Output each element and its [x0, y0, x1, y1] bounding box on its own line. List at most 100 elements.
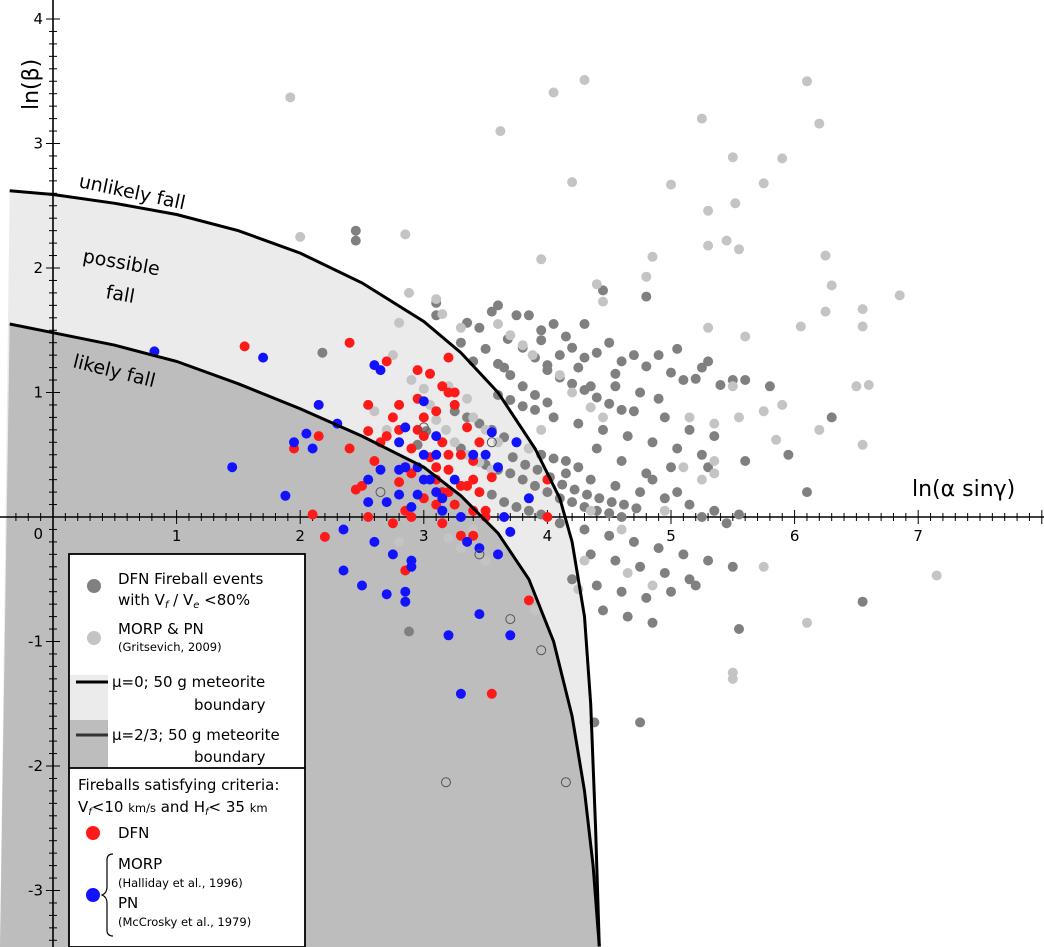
data-point [462, 536, 473, 547]
data-point [523, 310, 534, 321]
data-point [548, 87, 559, 98]
data-point [418, 412, 429, 423]
data-point [560, 468, 571, 479]
data-point [517, 401, 528, 412]
data-point [616, 524, 627, 535]
data-point [406, 468, 417, 479]
data-point [511, 310, 522, 321]
data-point [678, 549, 689, 560]
data-point [313, 431, 324, 442]
data-point [548, 319, 559, 329]
data-point [579, 555, 590, 566]
data-point [557, 479, 568, 490]
data-point [493, 319, 503, 329]
data-point [777, 153, 788, 164]
data-point [394, 317, 405, 328]
legend-pn-ref: (McCrosky et al., 1979) [118, 915, 251, 929]
data-point [431, 294, 442, 305]
data-point [894, 290, 905, 301]
data-point [486, 472, 497, 483]
data-point [530, 480, 540, 491]
x-tick-label: 6 [790, 527, 800, 545]
data-point [598, 412, 608, 423]
data-point [594, 493, 605, 504]
data-point [783, 449, 794, 460]
data-point [666, 586, 676, 597]
data-point [523, 443, 534, 454]
data-point [591, 347, 602, 358]
data-point [709, 468, 720, 479]
x-tick-label: 2 [295, 527, 305, 545]
origin-label: 0 [33, 525, 43, 543]
data-point [350, 484, 361, 495]
data-point [857, 439, 868, 450]
data-point-unfilled [505, 614, 516, 625]
data-point [375, 464, 386, 475]
data-point [536, 254, 547, 265]
data-point [619, 499, 629, 510]
legend-mu23-line1: μ=2/3; 50 g meteorite [112, 726, 280, 744]
data-point [394, 489, 405, 500]
data-point [536, 424, 547, 435]
legend-mu0-line2: boundary [194, 696, 266, 714]
data-point [406, 512, 417, 522]
data-point [684, 574, 695, 585]
data-point-unfilled [486, 437, 497, 448]
data-point [258, 352, 269, 363]
data-point [863, 380, 874, 390]
legend-swatch-likely [70, 720, 108, 768]
data-point [536, 335, 547, 346]
data-point [425, 368, 435, 379]
data-point [431, 449, 442, 460]
data-point [616, 456, 627, 466]
data-point [455, 337, 466, 348]
legend-marker-dfn-red [86, 826, 100, 840]
data-point [857, 321, 868, 332]
data-point [684, 499, 695, 510]
data-point [684, 424, 695, 435]
data-point [721, 235, 732, 246]
data-point [802, 76, 812, 87]
data-point [696, 512, 707, 522]
data-point [560, 331, 571, 342]
data-point [301, 428, 312, 439]
data-point [641, 361, 652, 372]
data-point [628, 536, 639, 547]
data-point [530, 605, 540, 616]
data-point [616, 356, 627, 367]
data-point [585, 381, 596, 392]
data-point [616, 586, 627, 597]
data-point [709, 431, 720, 442]
data-point [437, 505, 448, 516]
data-point [443, 449, 454, 460]
data-point [635, 717, 646, 728]
data-point [659, 568, 670, 578]
data-point [437, 381, 448, 392]
data-point [462, 422, 473, 433]
data-point [455, 530, 466, 541]
data-point [387, 518, 398, 529]
data-point [734, 509, 744, 520]
data-point [598, 605, 608, 616]
legend-box [68, 553, 306, 947]
data-point [530, 404, 540, 415]
series-2 [239, 337, 553, 699]
legend-morp-ref: (Halliday et al., 1996) [118, 876, 243, 890]
data-point [616, 404, 627, 415]
data-point [363, 399, 374, 410]
data-point [363, 474, 374, 485]
data-point [554, 518, 565, 529]
data-point [727, 152, 738, 163]
data-point [499, 512, 510, 522]
data-point [505, 330, 516, 341]
data-point [820, 306, 831, 317]
y-tick-label: -1 [28, 633, 43, 651]
data-point [641, 291, 652, 302]
data-point [678, 375, 689, 385]
data-point [690, 580, 701, 591]
data-point [591, 580, 602, 591]
data-point [606, 497, 617, 508]
data-point [641, 271, 652, 282]
data-point [635, 487, 646, 498]
